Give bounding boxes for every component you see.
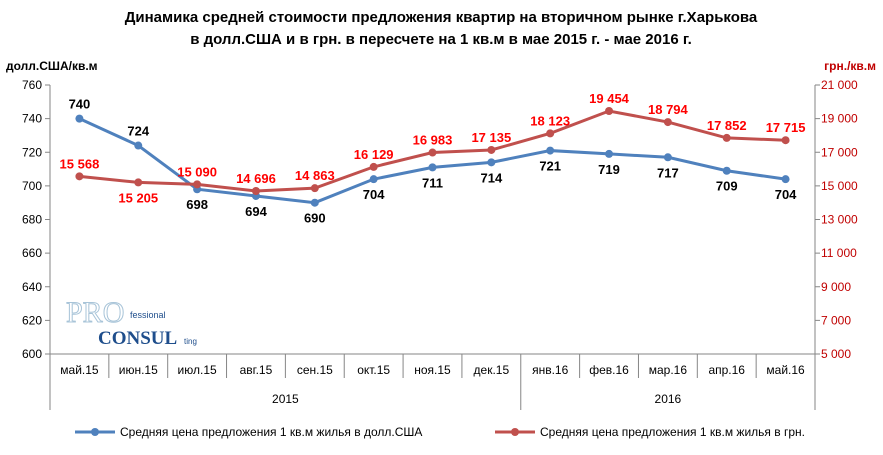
year-label: 2016 — [655, 392, 682, 406]
data-label: 16 983 — [413, 133, 453, 148]
y-tick-label-left: 660 — [22, 246, 42, 260]
data-point — [428, 148, 437, 157]
data-label: 704 — [775, 187, 797, 202]
y-tick-label-right: 9 000 — [821, 280, 851, 294]
data-point — [722, 166, 731, 175]
y-tick-label-right: 17 000 — [821, 145, 858, 159]
data-point — [781, 136, 790, 145]
y-tick-label-right: 7 000 — [821, 313, 851, 327]
legend-label: Средняя цена предложения 1 кв.м жилья в … — [540, 425, 805, 439]
data-label: 18 794 — [648, 102, 689, 117]
data-label: 15 568 — [60, 156, 100, 171]
x-tick-label: июн.15 — [119, 363, 158, 377]
y-tick-label-right: 21 000 — [821, 78, 858, 92]
data-point — [369, 175, 378, 184]
x-tick-label: июл.15 — [178, 363, 217, 377]
data-point — [310, 198, 319, 207]
data-point — [781, 175, 790, 184]
legend-label: Средняя цена предложения 1 кв.м жилья в … — [120, 425, 422, 439]
y-tick-label-right: 11 000 — [821, 246, 857, 260]
data-point — [428, 163, 437, 172]
x-tick-label: мар.16 — [649, 363, 688, 377]
legend-marker — [511, 428, 519, 436]
data-point — [605, 106, 614, 115]
x-tick-label: сен.15 — [297, 363, 333, 377]
y-axis-right-label: грн./кв.м — [824, 59, 876, 73]
y-tick-label-left: 680 — [22, 213, 42, 227]
data-label: 714 — [480, 170, 502, 185]
data-label: 16 129 — [354, 147, 394, 162]
data-label: 721 — [539, 159, 561, 174]
y-tick-label-left: 620 — [22, 313, 42, 327]
x-tick-label: ноя.15 — [414, 363, 451, 377]
x-tick-label: фев.16 — [589, 363, 629, 377]
data-label: 704 — [363, 187, 385, 202]
x-tick-label: авг.15 — [240, 363, 273, 377]
x-tick-label: окт.15 — [357, 363, 390, 377]
data-point — [251, 186, 260, 195]
x-tick-label: янв.16 — [532, 363, 569, 377]
y-tick-label-right: 15 000 — [821, 179, 858, 193]
data-point — [134, 141, 143, 150]
y-tick-label-right: 19 000 — [821, 112, 858, 126]
x-tick-label: дек.15 — [474, 363, 510, 377]
data-point — [369, 162, 378, 171]
data-point — [546, 129, 555, 138]
y-tick-label-left: 700 — [22, 179, 42, 193]
svg-text:PRO: PRO — [66, 296, 124, 329]
proconsulting-logo: PRO fessional CONSUL ting — [66, 296, 197, 350]
data-label: 719 — [598, 162, 620, 177]
data-label: 694 — [245, 204, 267, 219]
svg-text:fessional: fessional — [130, 310, 166, 320]
data-label: 698 — [186, 197, 208, 212]
data-label: 711 — [422, 175, 443, 190]
data-point — [487, 145, 496, 154]
data-point — [663, 153, 672, 162]
legend-marker — [91, 428, 99, 436]
data-label: 17 852 — [707, 118, 747, 133]
data-point — [193, 180, 202, 189]
data-point — [605, 149, 614, 158]
data-point — [487, 158, 496, 167]
y-tick-label-left: 720 — [22, 145, 42, 159]
year-label: 2015 — [272, 392, 299, 406]
x-tick-label: май.16 — [766, 363, 805, 377]
data-point — [663, 118, 672, 127]
data-label: 14 863 — [295, 168, 335, 183]
data-label: 717 — [657, 165, 679, 180]
x-tick-label: май.15 — [60, 363, 99, 377]
x-tick-label: апр.16 — [708, 363, 745, 377]
data-point — [75, 172, 84, 181]
y-tick-label-right: 5 000 — [821, 347, 851, 361]
data-label: 15 090 — [177, 164, 217, 179]
data-label: 15 205 — [118, 190, 158, 205]
y-tick-label-left: 740 — [22, 112, 42, 126]
data-label: 690 — [304, 211, 326, 226]
data-point — [722, 133, 731, 142]
svg-text:ting: ting — [184, 337, 197, 346]
data-label: 709 — [716, 179, 738, 194]
chart-title-line1: Динамика средней стоимости предложения к… — [125, 9, 758, 26]
data-label: 17 715 — [766, 120, 806, 135]
y-tick-label-left: 760 — [22, 78, 42, 92]
data-point — [310, 184, 319, 193]
data-point — [134, 178, 143, 187]
data-label: 18 123 — [530, 113, 570, 128]
data-label: 19 454 — [589, 91, 630, 106]
data-point — [546, 146, 555, 155]
data-label: 740 — [69, 97, 91, 112]
svg-text:CONSUL: CONSUL — [98, 328, 177, 349]
data-point — [75, 114, 84, 123]
y-tick-label-left: 600 — [22, 347, 42, 361]
chart-title-line2: в долл.США и в грн. в пересчете на 1 кв.… — [190, 31, 692, 48]
data-label: 724 — [127, 124, 149, 139]
y-tick-label-left: 640 — [22, 280, 42, 294]
y-tick-label-right: 13 000 — [821, 213, 858, 227]
data-label: 14 696 — [236, 171, 276, 186]
y-axis-left-label: долл.США/кв.м — [6, 59, 98, 73]
data-label: 17 135 — [471, 130, 511, 145]
